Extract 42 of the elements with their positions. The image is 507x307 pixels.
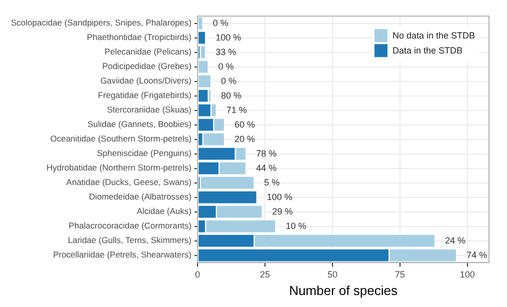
annotation: 74 % [466,250,488,260]
x-tick-label: 100 [460,269,475,280]
legend-label: Data in the STDB [392,46,462,56]
annotation: 10 % [286,220,306,231]
x-axis-title: Number of species [289,282,398,298]
y-tick-label: Sulidae (Gannets, Boobies) [88,119,192,130]
y-tick-label: Podicipedidae (Grebes) [102,61,192,72]
annotation: 71 % [226,104,247,115]
y-tick-label: Laridae (Gulls, Terns, Skimmers) [68,235,192,246]
annotation: 0 % [220,76,237,86]
y-tick-label: Procellariidae (Petrels, Shearwaters) [53,250,192,260]
y-tick-label: Oceanitidae (Southern Storm-petrels) [50,134,192,144]
y-tick-label: Hydrobatidae (Northern Storm-petrels) [46,162,192,173]
y-tick-label: Pelecanidae (Pelicans) [104,46,192,57]
legend-label: No data in the STDB [392,30,476,41]
annotation: 0 % [218,61,234,72]
x-tick-label: 50 [327,269,338,280]
annotation: 80 % [220,90,242,100]
x-tick-label: 75 [394,269,405,280]
y-tick-label: Spheniscidae (Penguins) [96,148,192,158]
annotation: 44 % [256,162,277,173]
annotation: 100 % [266,192,292,202]
y-tick-label: Alcidae (Auks) [136,206,192,216]
annotation: 24 % [445,235,466,246]
y-tick-label: Anatidae (Ducks, Geese, Swans) [66,177,192,188]
annotation: 20 % [234,134,256,144]
y-tick-label: Scolopacidae (Sandpipers, Snipes, Phalaropes) [10,18,192,28]
y-tick-label: Phalacrocoracidae (Cormorants) [68,220,192,231]
annotation: 60 % [234,119,256,130]
annotation: 78 % [256,148,277,158]
y-tick-label: Stercorariidae (Skuas) [106,104,192,115]
x-tick-label: 0 [194,269,200,280]
annotation: 100 % [216,32,242,42]
y-tick-label: Diomedeidae (Albatrosses) [88,192,192,202]
annotation: 33 % [216,46,236,57]
annotation: 5 % [264,177,280,188]
x-tick-label: 25 [260,269,270,280]
y-tick-label: Fregatidae (Frigatebirds) [98,90,192,100]
y-tick-label: Phaethontidae (Tropicbirds) [86,32,192,42]
annotation: 0 % [212,18,228,28]
y-tick-label: Gaviidae (Loons/Divers) [100,76,192,86]
annotation: 29 % [272,206,293,216]
